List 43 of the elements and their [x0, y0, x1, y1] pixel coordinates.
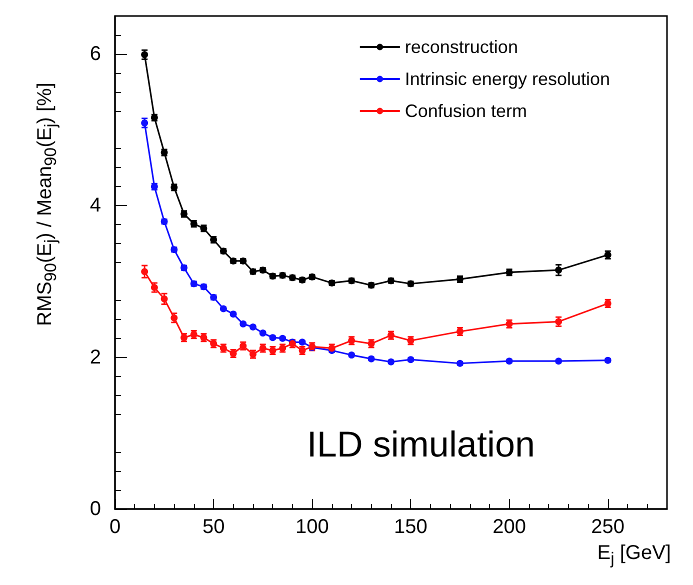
y-tick-label: 2: [90, 346, 101, 368]
point: [555, 318, 562, 326]
y-tick-label: 6: [90, 42, 101, 65]
x-axis-title: E$_{j}$ [GeV]: [597, 542, 671, 569]
x-tick-label: 250: [591, 516, 625, 538]
x-tick-label: 50: [202, 516, 225, 538]
point: [269, 272, 276, 280]
point: [150, 284, 158, 292]
point: [555, 266, 562, 274]
point: [328, 279, 336, 286]
point: [259, 266, 266, 274]
x-tick-label: 200: [492, 516, 526, 538]
point: [141, 119, 148, 126]
point: [170, 314, 178, 322]
y-tick-label: 0: [90, 498, 101, 520]
point: [368, 282, 375, 289]
legend-label: Intrinsic energy resolution: [404, 69, 610, 89]
point: [230, 257, 237, 264]
point: [279, 272, 286, 279]
annotation: ILD simulation: [306, 424, 535, 464]
x-tick-label: 100: [295, 516, 329, 538]
legend-label: Confusion term: [404, 101, 527, 121]
point: [456, 360, 464, 367]
x-tick-label: 0: [109, 516, 121, 538]
point: [348, 277, 356, 284]
point: [141, 268, 148, 276]
point: [388, 277, 394, 284]
point: [259, 330, 266, 337]
point: [250, 268, 256, 276]
point: [230, 310, 237, 318]
point: [308, 273, 316, 280]
point: [240, 257, 247, 264]
x-tick-label: 150: [394, 516, 428, 538]
point: [506, 268, 513, 276]
point: [407, 280, 414, 288]
y-tick-label: 4: [90, 194, 101, 217]
point: [298, 276, 306, 284]
point: [250, 323, 256, 330]
point: [141, 51, 148, 58]
point: [288, 274, 296, 282]
legend-label: reconstruction: [404, 37, 518, 57]
point: [388, 358, 394, 366]
point: [160, 295, 168, 302]
